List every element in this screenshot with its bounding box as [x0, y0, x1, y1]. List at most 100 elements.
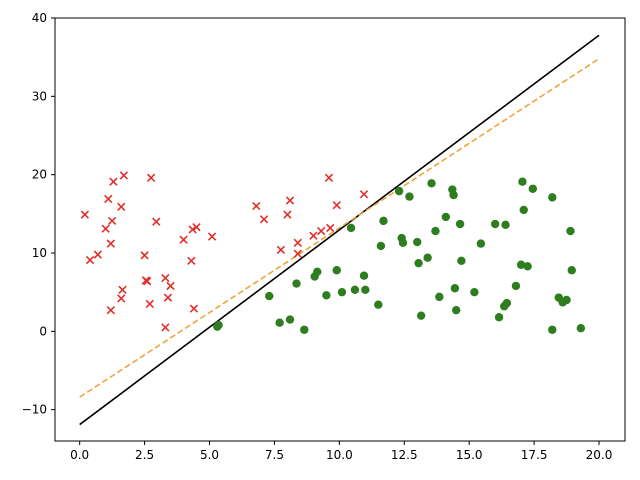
circle-marker-point [398, 238, 408, 248]
circle-marker-point [435, 292, 444, 302]
circle-marker-point [567, 266, 576, 275]
x-marker-point [80, 210, 90, 219]
solid-line [79, 34, 600, 426]
x-marker-point [293, 238, 302, 247]
x-marker-stroke [207, 232, 217, 241]
x-marker-stroke [106, 306, 115, 315]
x-marker-point [283, 210, 292, 219]
x-marker-stroke [101, 224, 110, 233]
x-marker-stroke [104, 194, 113, 204]
x-marker-point [93, 250, 103, 259]
x-marker-point [104, 194, 113, 204]
circle-marker-point [374, 300, 383, 309]
circle-marker-point [441, 212, 451, 222]
circle-marker-point [431, 226, 440, 236]
x-marker-stroke [188, 225, 197, 234]
circle-marker-point [518, 177, 527, 186]
x-marker-point [207, 232, 217, 241]
x-marker-stroke [146, 173, 156, 182]
x-marker-point [324, 173, 334, 182]
circle-marker-point [423, 253, 432, 262]
x-marker-point [309, 231, 318, 240]
x-marker-point [259, 215, 269, 224]
circle-marker-point [566, 226, 575, 236]
circle-marker-point [562, 295, 571, 305]
x-marker-stroke [293, 238, 302, 247]
circle-marker-point [394, 186, 404, 196]
circle-marker-point [470, 287, 479, 297]
x-marker-point [276, 245, 286, 255]
x-marker-stroke [117, 202, 126, 211]
x-tick-label: 15.0 [456, 448, 483, 462]
circle-marker-point [511, 281, 521, 291]
x-marker-stroke [192, 222, 201, 232]
x-tick-label: 20.0 [586, 448, 613, 462]
x-tick-label: 17.5 [521, 448, 548, 462]
y-tick-label: 10 [32, 246, 47, 260]
x-marker-stroke [359, 190, 369, 199]
x-marker-point [285, 196, 295, 205]
x-marker-stroke [309, 231, 318, 240]
x-marker-point [166, 281, 175, 291]
x-marker-point [85, 255, 95, 265]
x-marker-stroke [140, 251, 149, 260]
x-marker-stroke [252, 201, 261, 211]
x-marker-point [293, 249, 302, 258]
circle-marker-point [285, 315, 295, 324]
x-marker-stroke [259, 215, 269, 224]
x-marker-point [119, 171, 128, 180]
circle-marker-point [414, 258, 423, 268]
x-marker-point [192, 222, 201, 232]
circle-marker-point [350, 285, 360, 295]
x-marker-point [140, 251, 149, 260]
x-tick-label: 2.5 [135, 448, 154, 462]
circle-marker-point [523, 262, 532, 271]
dashed-line [79, 58, 600, 398]
x-axis: 0.0 2.5 5.0 7.5 10.0 12.5 15.0 17.5 20.0 [70, 441, 612, 462]
x-marker-stroke [117, 294, 126, 303]
x-marker-point [146, 173, 156, 182]
y-axis: −10 0 10 20 30 40 [22, 11, 55, 417]
x-marker-point [359, 190, 369, 199]
x-marker-point [152, 217, 161, 226]
circle-marker-point [361, 285, 370, 295]
circle-marker-point [292, 279, 301, 288]
circle-marker-point [376, 241, 386, 251]
x-marker-stroke [163, 293, 173, 302]
circle-marker-point [332, 266, 341, 275]
x-marker-point [107, 216, 117, 226]
x-marker-stroke [93, 250, 103, 259]
x-marker-stroke [189, 304, 199, 313]
y-tick-label: 20 [32, 168, 47, 182]
x-marker-stroke [276, 245, 286, 255]
x-tick-label: 12.5 [391, 448, 418, 462]
x-tick-label: 7.5 [265, 448, 284, 462]
circle-marker-point [275, 318, 284, 327]
x-marker-point [161, 323, 170, 332]
x-marker-point [179, 235, 188, 244]
x-tick-label: 0.0 [70, 448, 89, 462]
x-marker-point [187, 256, 196, 265]
x-marker-point [189, 304, 199, 313]
axes-frame [54, 17, 626, 442]
circle-marker-point [576, 324, 586, 333]
circle-marker-point [476, 239, 486, 248]
circle-marker-point [449, 190, 458, 200]
circle-marker-point [265, 291, 274, 301]
circle-marker-point [359, 271, 369, 280]
x-marker-stroke [332, 201, 341, 210]
x-marker-stroke [317, 226, 326, 236]
x-marker-stroke [179, 235, 188, 244]
x-marker-stroke [152, 217, 161, 226]
circle-marker-point [337, 287, 347, 297]
x-marker-stroke [293, 249, 302, 258]
circle-marker-point [413, 237, 422, 247]
circle-marker-point [548, 325, 557, 334]
y-tick-label: 30 [32, 89, 47, 103]
x-tick-label: 10.0 [326, 448, 353, 462]
x-marker-stroke [324, 173, 334, 182]
x-marker-point [106, 306, 115, 315]
x-marker-point [101, 224, 110, 233]
x-marker-stroke [119, 171, 128, 180]
